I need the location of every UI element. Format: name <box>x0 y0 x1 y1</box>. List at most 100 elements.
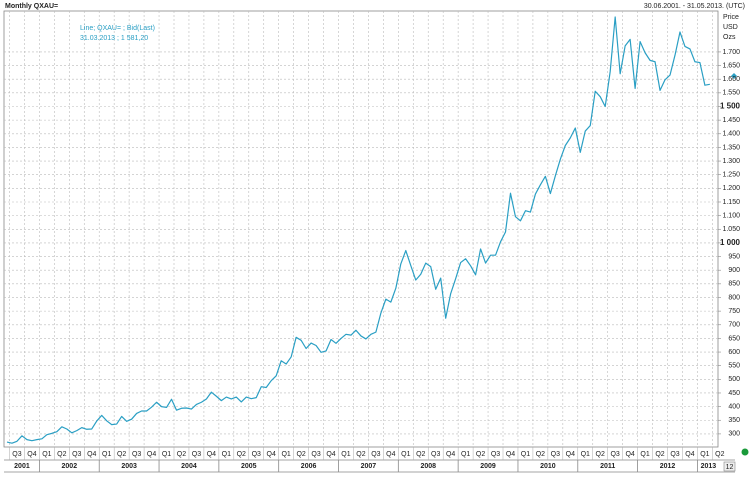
x-quarter-label: Q2 <box>655 451 664 458</box>
axis-unit: Ozs <box>723 34 736 41</box>
y-tick-label: 400 <box>728 403 740 410</box>
x-quarter-label: Q4 <box>326 451 335 458</box>
x-quarter-label: Q3 <box>551 451 560 458</box>
x-year-label: 2009 <box>480 463 496 470</box>
date-range: 30.06.2001. - 31.05.2013. (UTC) <box>644 3 745 10</box>
y-tick-label: 1.400 <box>722 131 740 138</box>
x-quarter-label: Q3 <box>252 451 261 458</box>
x-quarter-label: Q3 <box>12 451 21 458</box>
y-tick-label: 1 000 <box>720 238 741 247</box>
x-year-label: 2001 <box>14 463 30 470</box>
y-tick-label: 1 500 <box>720 102 741 111</box>
x-quarter-label: Q1 <box>42 451 51 458</box>
x-quarter-label: Q4 <box>566 451 575 458</box>
y-tick-label: 1.200 <box>722 185 740 192</box>
y-tick-label: 850 <box>728 281 740 288</box>
x-quarter-label: Q4 <box>685 451 694 458</box>
x-quarter-label: Q4 <box>27 451 36 458</box>
x-quarter-label: Q1 <box>581 451 590 458</box>
x-quarter-label: Q2 <box>117 451 126 458</box>
y-tick-label: 950 <box>728 253 740 260</box>
zoom-label[interactable]: 12 <box>726 464 734 471</box>
y-tick-label: 550 <box>728 363 740 370</box>
legend-value: 31.03.2013 ; 1 581,20 <box>80 35 148 42</box>
x-year-label: 2011 <box>600 463 615 470</box>
y-tick-label: 1.650 <box>722 62 740 69</box>
grid <box>4 11 718 447</box>
y-tick-label: 700 <box>728 322 740 329</box>
x-quarter-label: Q2 <box>237 451 246 458</box>
x-quarter-label: Q3 <box>132 451 141 458</box>
x-quarter-label: Q1 <box>700 451 709 458</box>
y-tick-label: 1.050 <box>722 226 740 233</box>
x-quarter-label: Q4 <box>87 451 96 458</box>
x-year-label: 2005 <box>241 463 257 470</box>
y-tick-label: 350 <box>728 417 740 424</box>
x-quarter-label: Q1 <box>281 451 290 458</box>
x-quarter-label: Q1 <box>102 451 111 458</box>
x-quarter-label: Q3 <box>491 451 500 458</box>
x-quarter-label: Q1 <box>401 451 410 458</box>
axis-unit: USD <box>723 24 738 31</box>
x-quarter-label: Q4 <box>506 451 515 458</box>
x-quarter-label: Q2 <box>416 451 425 458</box>
x-quarter-label: Q3 <box>311 451 320 458</box>
zoom-box[interactable] <box>723 461 736 472</box>
x-quarter-label: Q3 <box>431 451 440 458</box>
x-quarter-label: Q4 <box>267 451 276 458</box>
y-tick-label: 900 <box>728 267 740 274</box>
x-quarter-label: Q3 <box>670 451 679 458</box>
y-tick-label: 500 <box>728 376 740 383</box>
x-quarter-label: Q1 <box>461 451 470 458</box>
x-year-label: 2006 <box>301 463 317 470</box>
x-year-label: 2010 <box>540 463 556 470</box>
x-quarter-label: Q2 <box>177 451 186 458</box>
status-dot <box>741 448 749 456</box>
x-year-label: 2003 <box>121 463 137 470</box>
x-quarter-label: Q4 <box>147 451 156 458</box>
y-tick-label: 450 <box>728 390 740 397</box>
x-quarter-label: Q3 <box>610 451 619 458</box>
y-tick-label: 1.600 <box>722 76 740 83</box>
x-quarter-label: Q1 <box>341 451 350 458</box>
x-quarter-label: Q2 <box>356 451 365 458</box>
x-quarter-label: Q1 <box>521 451 530 458</box>
chart-title: Monthly QXAU= <box>5 3 58 10</box>
x-year-label: 2007 <box>361 463 377 470</box>
y-tick-label: 800 <box>728 294 740 301</box>
y-tick-label: 1.100 <box>722 212 740 219</box>
y-tick-label: 1.450 <box>722 117 740 124</box>
x-quarter-label: Q4 <box>446 451 455 458</box>
x-quarter-label: Q2 <box>536 451 545 458</box>
x-quarter-label: Q3 <box>192 451 201 458</box>
x-quarter-label: Q3 <box>72 451 81 458</box>
x-year-label: 2012 <box>660 463 676 470</box>
x-quarter-label: Q2 <box>596 451 605 458</box>
y-tick-label: 1.250 <box>722 172 740 179</box>
x-year-label: 2002 <box>62 463 78 470</box>
x-year-label: 2013 <box>701 463 717 470</box>
last-marker <box>731 73 737 79</box>
price-line <box>6 16 710 444</box>
y-tick-label: 1.700 <box>722 49 740 56</box>
x-quarter-label: Q2 <box>715 451 724 458</box>
x-quarter-label: Q4 <box>625 451 634 458</box>
legend-line: Line; QXAU= ; Bid(Last) <box>80 25 155 32</box>
x-quarter-label: Q2 <box>296 451 305 458</box>
x-quarter-label: Q3 <box>371 451 380 458</box>
y-tick-label: 1.150 <box>722 199 740 206</box>
y-tick-label: 1.300 <box>722 158 740 165</box>
x-quarter-label: Q1 <box>162 451 171 458</box>
x-quarter-label: Q2 <box>57 451 66 458</box>
axis-unit: Price <box>723 14 739 21</box>
x-quarter-label: Q1 <box>222 451 231 458</box>
x-quarter-label: Q4 <box>386 451 395 458</box>
x-year-label: 2004 <box>181 463 197 470</box>
y-tick-label: 750 <box>728 308 740 315</box>
y-tick-label: 1.350 <box>722 144 740 151</box>
y-tick-label: 1.550 <box>722 90 740 97</box>
x-quarter-label: Q4 <box>207 451 216 458</box>
y-tick-label: 300 <box>728 431 740 438</box>
